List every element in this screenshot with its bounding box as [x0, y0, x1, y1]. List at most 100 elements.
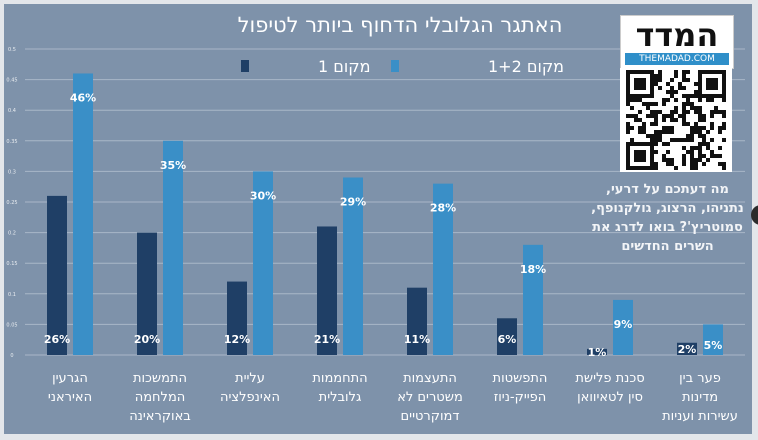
qr-module: [710, 94, 714, 98]
qr-module: [626, 150, 630, 154]
bar: [163, 140, 183, 355]
qr-module: [706, 82, 710, 86]
qr-module: [642, 86, 646, 90]
qr-module: [638, 126, 642, 130]
qr-module: [698, 114, 702, 118]
qr-module: [670, 78, 674, 82]
qr-module: [694, 130, 698, 134]
qr-module: [638, 154, 642, 158]
qr-module: [642, 70, 646, 74]
qr-module: [698, 94, 702, 98]
qr-module: [706, 130, 710, 134]
qr-module: [638, 150, 642, 154]
qr-module: [658, 70, 662, 74]
qr-module: [650, 86, 654, 90]
qr-module: [678, 114, 682, 118]
x-tick-label: פער בין: [679, 371, 721, 386]
qr-module: [718, 146, 722, 150]
qr-module: [722, 126, 726, 130]
qr-module: [694, 126, 698, 130]
qr-module: [722, 122, 726, 126]
qr-module: [654, 150, 658, 154]
x-tick-label: המלחמה: [135, 390, 186, 405]
x-tick-label: האיראני: [48, 390, 92, 405]
qr-module: [702, 162, 706, 166]
qr-module: [654, 118, 658, 122]
qr-module: [670, 94, 674, 98]
qr-module: [690, 126, 694, 130]
qr-module: [722, 78, 726, 82]
qr-module: [722, 162, 726, 166]
qr-module: [690, 130, 694, 134]
qr-module: [714, 94, 718, 98]
qr-module: [706, 94, 710, 98]
qr-module: [650, 74, 654, 78]
data-label: 30%: [250, 189, 276, 202]
qr-module: [650, 138, 654, 142]
qr-module: [702, 94, 706, 98]
qr-module: [710, 138, 714, 142]
qr-module: [638, 142, 642, 146]
qr-module: [662, 142, 666, 146]
data-label: 6%: [498, 333, 517, 346]
qr-module: [722, 114, 726, 118]
qr-module: [642, 154, 646, 158]
qr-module: [710, 82, 714, 86]
logo-site: THEMADAD.COM: [625, 53, 729, 65]
qr-module: [710, 114, 714, 118]
qr-module: [630, 114, 634, 118]
qr-module: [630, 98, 634, 102]
qr-module: [682, 102, 686, 106]
bar: [433, 183, 453, 355]
qr-module: [634, 98, 638, 102]
qr-module: [710, 154, 714, 158]
qr-module: [682, 110, 686, 114]
qr-module: [694, 94, 698, 98]
qr-module: [710, 122, 714, 126]
qr-module: [694, 110, 698, 114]
qr-module: [626, 86, 630, 90]
x-tick-label: גלובלית: [319, 390, 362, 405]
qr-module: [658, 138, 662, 142]
qr-module: [650, 166, 654, 170]
qr-module: [650, 158, 654, 162]
bar: [317, 226, 337, 355]
qr-module: [654, 74, 658, 78]
qr-module: [702, 154, 706, 158]
qr-module: [650, 102, 654, 106]
qr-module: [626, 146, 630, 150]
qr-module: [698, 98, 702, 102]
qr-module: [634, 78, 638, 82]
x-tick-label: משטרים לא: [397, 390, 463, 405]
qr-module: [686, 98, 690, 102]
qr-module: [678, 82, 682, 86]
qr-module: [634, 118, 638, 122]
qr-module: [626, 98, 630, 102]
qr-module: [698, 142, 702, 146]
qr-module: [662, 126, 666, 130]
qr-module: [694, 90, 698, 94]
scroll-button[interactable]: [751, 205, 758, 225]
data-label: 21%: [314, 333, 340, 346]
qr-module: [718, 70, 722, 74]
qr-module: [670, 162, 674, 166]
bar: [613, 299, 633, 355]
qr-module: [626, 90, 630, 94]
qr-module: [638, 82, 642, 86]
qr-module: [654, 78, 658, 82]
qr-module: [630, 70, 634, 74]
qr-module: [634, 154, 638, 158]
qr-module: [682, 78, 686, 82]
madad-logo: המדד THEMADAD.COM: [620, 15, 734, 69]
qr-module: [638, 98, 642, 102]
qr-module: [714, 86, 718, 90]
qr-module: [710, 98, 714, 102]
qr-module: [670, 118, 674, 122]
qr-module: [626, 82, 630, 86]
qr-module: [670, 110, 674, 114]
qr-module: [630, 138, 634, 142]
qr-module: [646, 114, 650, 118]
qr-module: [698, 90, 702, 94]
qr-module: [626, 78, 630, 82]
qr-module: [718, 154, 722, 158]
